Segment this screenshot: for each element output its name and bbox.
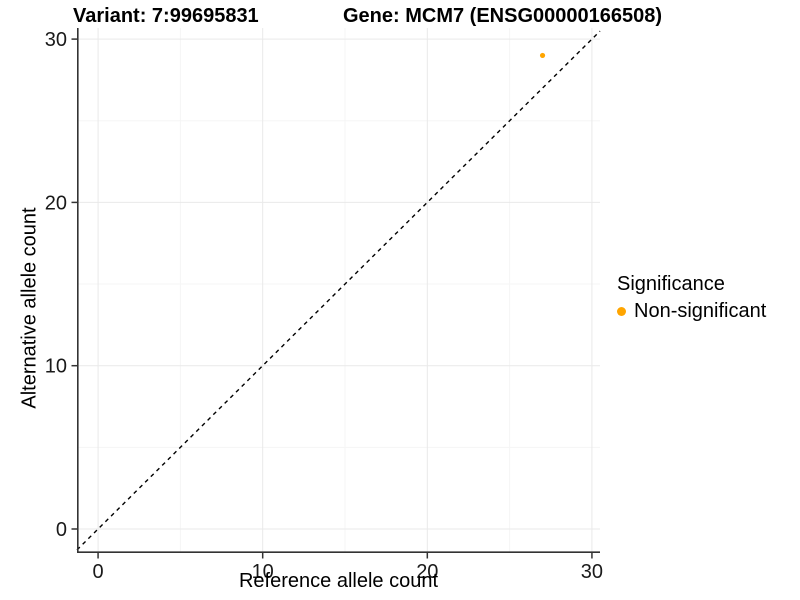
legend-point-icon bbox=[617, 306, 626, 316]
legend-title: Significance bbox=[617, 273, 725, 295]
plot-panel: 0 10 20 30 0 10 20 30 bbox=[45, 28, 603, 583]
x-tick-label: 30 bbox=[581, 561, 603, 583]
legend-item-label: Non-significant bbox=[634, 300, 767, 322]
legend-item: Non-significant bbox=[617, 299, 766, 323]
plot-title-gene: Gene: MCM7 (ENSG00000166508) bbox=[343, 5, 663, 27]
y-tick-label: 10 bbox=[45, 356, 67, 378]
identity-line bbox=[76, 30, 601, 551]
x-tick-label: 0 bbox=[93, 561, 104, 583]
y-axis-title: Alternative allele count bbox=[18, 207, 41, 409]
plot-title-variant: Variant: 7:99695831 bbox=[73, 5, 259, 27]
y-tick-label: 20 bbox=[45, 192, 67, 214]
x-tick-label: 10 bbox=[252, 561, 274, 583]
data-point bbox=[539, 52, 546, 59]
y-tick-label: 30 bbox=[45, 29, 67, 51]
legend: Significance Non-significant bbox=[617, 272, 766, 323]
x-axis-title: Reference allele count bbox=[238, 570, 438, 592]
x-tick-label: 20 bbox=[416, 561, 438, 583]
y-tick-label: 0 bbox=[56, 519, 67, 541]
